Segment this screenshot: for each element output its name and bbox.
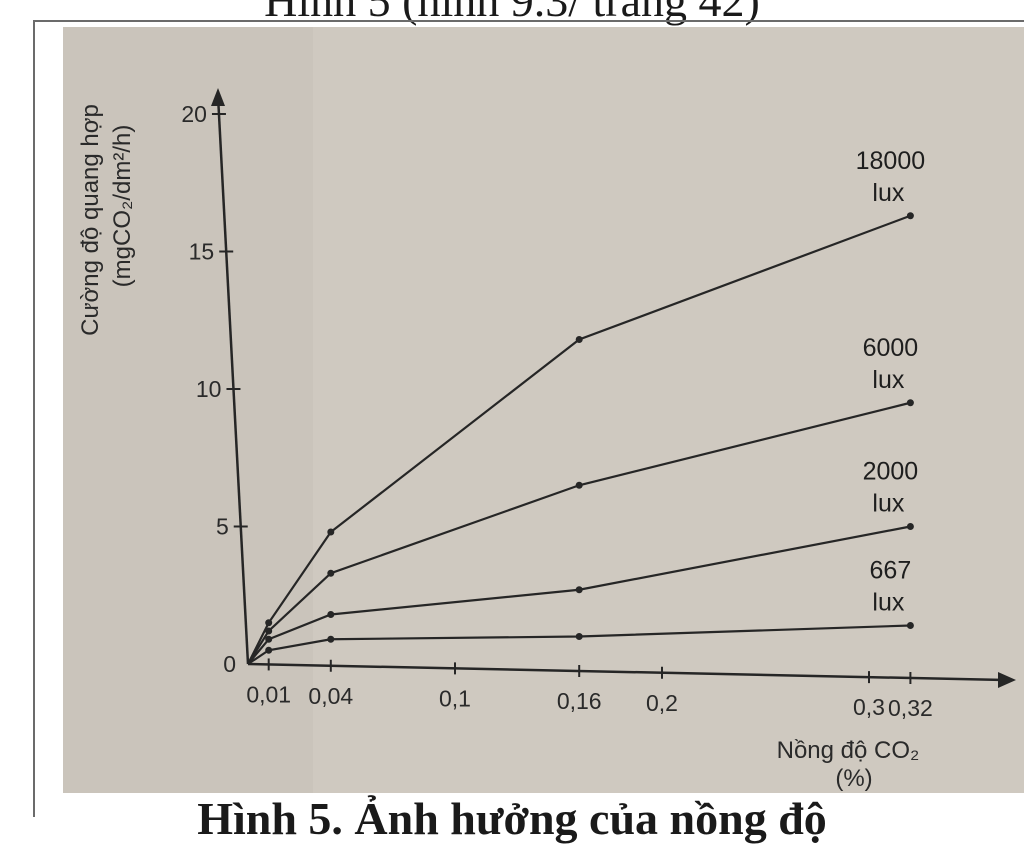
y-tick-label: 0 [223, 651, 236, 677]
y-ticks: 0 5 10 15 20 [181, 101, 248, 677]
series-label-unit: lux [872, 490, 904, 518]
x-tick-label: 0,16 [557, 688, 602, 714]
y-tick-label: 15 [189, 239, 215, 265]
data-point [575, 633, 583, 640]
data-point [265, 635, 273, 643]
y-tick-label: 5 [216, 514, 229, 540]
x-axis-title-line1: Nồng độ CO₂ [777, 737, 920, 764]
data-point [265, 619, 273, 627]
series-label-value: 6000 [863, 334, 919, 362]
data-point [906, 523, 914, 530]
x-tick-label: 0,2 [646, 690, 678, 716]
data-point [575, 586, 583, 594]
series-label-value: 2000 [863, 458, 919, 486]
series-group: 18000 lux [247, 147, 926, 665]
x-axis-title-line2: (%) [835, 765, 872, 792]
series-label-value: 667 [870, 557, 912, 585]
y-axis-line [216, 95, 250, 665]
y-tick-label: 20 [181, 101, 207, 127]
y-axis-title-line2: (mgCO₂/dm²/h) [109, 125, 136, 288]
data-point [327, 569, 335, 577]
series-layer: 18000 lux 6000 lux 2000 lux 667 lux [247, 147, 926, 665]
series-label-value: 18000 [856, 147, 926, 175]
series-label-unit: lux [872, 179, 904, 207]
data-point [265, 646, 273, 654]
x-tick-label: 0,32 [888, 695, 933, 721]
y-axis-title-line1: Cường độ quang hợp [77, 104, 104, 336]
data-point [265, 627, 273, 635]
data-point [575, 481, 583, 489]
data-point [906, 399, 914, 407]
chart: 0,01 0,04 0,1 0,16 0,2 0,3 0,32 0 5 10 15 20 18000… [33, 20, 1024, 817]
figure-caption-bottom: Hình 5. Ảnh hưởng của nồng độ [197, 793, 827, 844]
x-tick-label: 0,3 [853, 694, 885, 720]
x-ticks: 0,01 0,04 0,1 0,16 0,2 0,3 0,32 [246, 658, 933, 721]
series-label-unit: lux [872, 589, 904, 617]
x-tick-label: 0,01 [246, 681, 291, 707]
data-point [906, 622, 914, 629]
series-group: 667 lux [247, 557, 914, 665]
series-group: 6000 lux [247, 334, 919, 665]
y-axis-arrow [211, 88, 225, 106]
x-tick-label: 0,04 [308, 683, 353, 709]
x-axis-line [247, 662, 1006, 682]
series-label-unit: lux [872, 366, 904, 394]
data-point [575, 336, 583, 343]
data-point [327, 611, 335, 618]
y-tick-label: 10 [196, 376, 222, 402]
data-point [327, 635, 335, 643]
x-tick-label: 0,1 [439, 685, 471, 711]
data-point [906, 212, 914, 220]
series-group: 2000 lux [247, 458, 919, 665]
data-point [327, 528, 335, 536]
figure-frame: Hình 5 (hình 9.3/ trang 42) 0,01 0,04 0,1 0… [33, 0, 1024, 844]
x-axis-arrow [998, 672, 1016, 688]
axes [211, 88, 1016, 688]
